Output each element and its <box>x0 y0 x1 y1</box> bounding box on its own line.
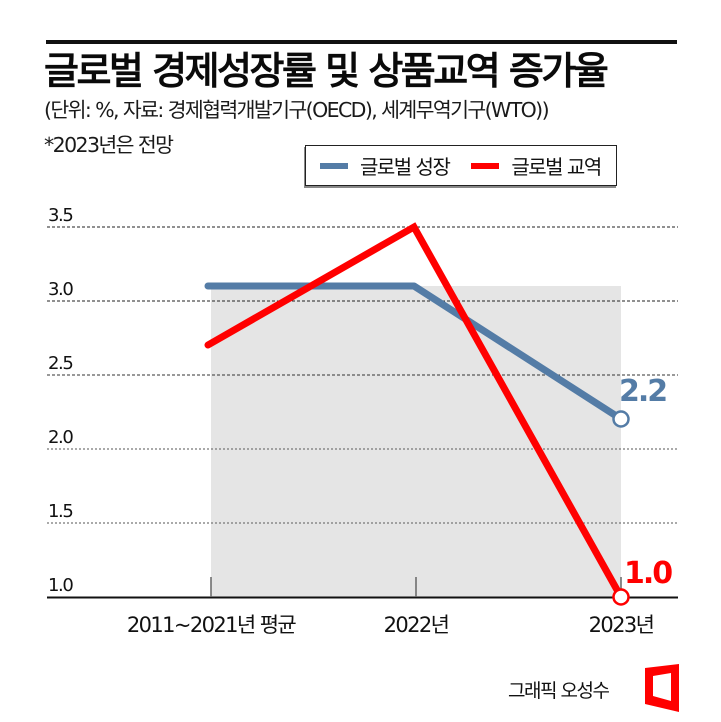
series-line-growth <box>204 282 625 423</box>
shaded-area <box>211 286 621 597</box>
top-rule <box>46 40 677 44</box>
y-tick-label: 1.0 <box>48 575 73 596</box>
x-tick-label: 2022년 <box>384 613 449 637</box>
y-tick-label: 3.0 <box>48 279 73 300</box>
graphic-credit: 그래픽 오성수 <box>508 680 610 702</box>
legend-label-growth: 글로벌 성장 <box>360 155 451 179</box>
value-label-growth: 2.2 <box>619 374 666 409</box>
gridlines <box>47 226 678 524</box>
chart-note: *2023년은 전망 <box>44 133 174 157</box>
legend-item-trade: 글로벌 교역 <box>471 151 602 180</box>
end-marker-trade <box>612 588 630 606</box>
legend-swatch-trade <box>471 162 500 169</box>
chart-title: 글로벌 경제성장률 및 상품교역 증가율 <box>44 49 609 93</box>
legend: 글로벌 성장 글로벌 교역 <box>305 145 617 186</box>
legend-item-growth: 글로벌 성장 <box>320 151 451 180</box>
y-tick-label: 2.0 <box>48 427 73 448</box>
publisher-logo-icon <box>645 664 679 712</box>
legend-swatch-growth <box>320 162 348 169</box>
chart-subtitle: (단위: %, 자료: 경제협력개발기구(OECD), 세계무역기구(WTO)) <box>44 98 550 122</box>
series-line-trade <box>204 222 625 601</box>
y-tick-label: 1.5 <box>48 501 72 522</box>
x-tick-label: 2023년 <box>589 613 654 637</box>
y-axis-labels: 3.5 3.0 2.5 2.0 1.5 1.0 <box>48 205 75 596</box>
y-tick-label: 2.5 <box>48 353 72 374</box>
x-axis-labels: 2011~2021년 평균 2022년 2023년 <box>127 613 655 637</box>
value-label-trade: 1.0 <box>624 556 672 591</box>
y-tick-label: 3.5 <box>48 205 72 226</box>
end-marker-growth <box>612 410 630 428</box>
legend-label-trade: 글로벌 교역 <box>511 155 602 179</box>
x-tick-label: 2011~2021년 평균 <box>127 613 297 637</box>
